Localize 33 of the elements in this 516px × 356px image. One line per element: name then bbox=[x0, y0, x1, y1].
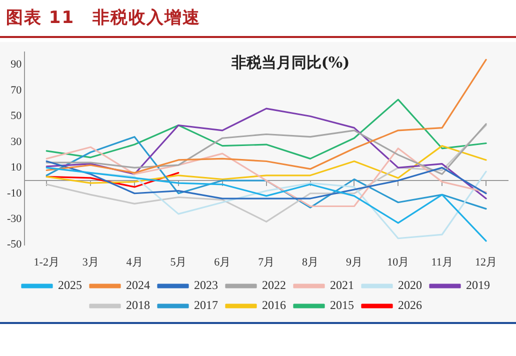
x-tick-label: 8月 bbox=[302, 256, 319, 268]
legend-label: 2021 bbox=[330, 278, 354, 292]
x-tick-label: 5月 bbox=[170, 256, 187, 268]
x-tick-label: 6月 bbox=[214, 256, 231, 268]
chart-subtitle: 非税当月同比(%) bbox=[230, 53, 350, 72]
x-tick-label: 4月 bbox=[126, 256, 143, 268]
legend-label: 2025 bbox=[58, 278, 82, 292]
x-tick-label: 11月 bbox=[431, 256, 453, 268]
x-tick-label: 7月 bbox=[258, 256, 275, 268]
y-tick-label: 90 bbox=[10, 58, 22, 71]
legend-label: 2023 bbox=[194, 278, 218, 292]
legend-label: 2022 bbox=[262, 278, 286, 292]
x-tick-label: 3月 bbox=[82, 256, 99, 268]
y-tick-label: 50 bbox=[10, 110, 22, 122]
y-tick-label: -10 bbox=[6, 187, 22, 200]
legend-label: 2017 bbox=[194, 298, 218, 312]
legend-label: 2026 bbox=[398, 298, 422, 312]
y-tick-label: 10 bbox=[10, 162, 22, 174]
x-tick-label: 9月 bbox=[346, 256, 362, 268]
y-tick-label: -30 bbox=[6, 212, 22, 225]
legend-label: 2018 bbox=[126, 298, 150, 312]
legend-label: 2024 bbox=[126, 278, 150, 292]
y-tick-label: 30 bbox=[10, 136, 22, 148]
x-tick-label: 1-2月 bbox=[34, 256, 60, 268]
chart-title: 图表 11 非税收入增速 bbox=[6, 7, 201, 29]
x-tick-label: 12月 bbox=[475, 256, 498, 268]
y-tick-label: 70 bbox=[10, 84, 22, 96]
y-tick-label: -50 bbox=[6, 238, 22, 251]
legend-label: 2020 bbox=[398, 278, 422, 292]
legend-label: 2016 bbox=[262, 298, 286, 312]
x-tick-label: 10月 bbox=[387, 256, 410, 268]
legend-label: 2015 bbox=[330, 298, 354, 312]
legend-label: 2019 bbox=[466, 278, 490, 292]
